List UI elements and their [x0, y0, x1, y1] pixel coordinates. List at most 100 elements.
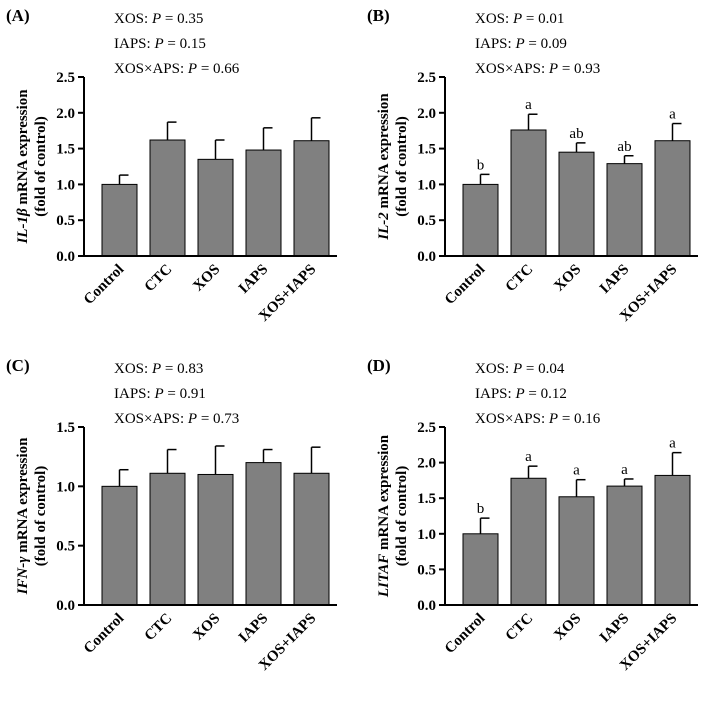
x-tick-label: CTC	[142, 262, 176, 296]
x-tick-label: XOS	[551, 262, 584, 295]
bar	[606, 163, 643, 257]
panel-label: (A)	[6, 6, 30, 25]
stat-label: XOS:	[475, 11, 513, 27]
significance-letter: a	[525, 97, 532, 113]
bar	[293, 140, 330, 257]
stat-label: IAPS:	[475, 36, 515, 52]
stat-label: XOS:	[114, 11, 152, 27]
significance-letter: a	[669, 107, 676, 123]
y-label-text: mRNA expression	[376, 434, 392, 554]
x-tick-label: Control	[442, 611, 488, 657]
bar	[606, 485, 643, 606]
y-tick-label: 1.5	[417, 491, 436, 507]
y-tick-label: 1.0	[56, 177, 75, 193]
x-tick-label: IAPS	[597, 611, 632, 646]
significance-letter: a	[669, 436, 676, 452]
stat-label: XOS×APS:	[475, 61, 549, 77]
y-axis-label-line2: (fold of control)	[33, 466, 49, 567]
x-tick-label: CTC	[503, 611, 537, 645]
panel-c: (C) XOS: P = 0.83 IAPS: P = 0.91 XOS×APS: P…	[6, 356, 337, 674]
stat-p: P	[548, 411, 558, 427]
stat-p: P	[512, 11, 522, 27]
stat-label: XOS×APS:	[114, 61, 188, 77]
stat-line: XOS×APS: P = 0.93	[475, 61, 600, 77]
x-tick-label: Control	[81, 262, 127, 308]
x-tick-label: XOS	[190, 262, 223, 295]
x-tick-label: IAPS	[236, 611, 271, 646]
y-tick-label: 0.5	[417, 213, 436, 229]
gene-name: IL-2	[376, 212, 392, 241]
y-tick-label: 2.0	[56, 106, 75, 122]
y-tick-label: 1.5	[417, 142, 436, 158]
y-tick-label: 2.0	[417, 456, 436, 472]
stat-value: = 0.12	[525, 386, 567, 402]
bar	[149, 472, 186, 606]
stat-value: = 0.93	[558, 61, 600, 77]
stat-line: IAPS: P = 0.12	[475, 386, 567, 402]
panel-label: (B)	[367, 6, 390, 25]
y-tick-label: 2.5	[417, 420, 436, 436]
stat-label: XOS:	[475, 361, 513, 377]
y-tick-label: 0.5	[56, 213, 75, 229]
panel-a: (A) XOS: P = 0.35 IAPS: P = 0.15 XOS×APS: P…	[6, 6, 337, 325]
stat-p: P	[153, 36, 163, 52]
bar	[149, 139, 186, 257]
stat-p: P	[187, 411, 197, 427]
stat-p: P	[153, 386, 163, 402]
x-tick-label: XOS	[190, 611, 223, 644]
bar	[245, 462, 282, 606]
gene-name: IFN-γ	[15, 556, 31, 596]
bar	[654, 140, 691, 257]
stat-p: P	[514, 36, 524, 52]
stat-value: = 0.15	[164, 36, 206, 52]
y-label-text: mRNA expression	[15, 89, 31, 209]
significance-letter: a	[573, 463, 580, 479]
y-tick-label: 1.0	[417, 527, 436, 543]
stat-line: IAPS: P = 0.91	[114, 386, 206, 402]
y-tick-label: 0.5	[417, 562, 436, 578]
y-tick-label: 0.0	[417, 249, 436, 265]
y-tick-label: 0.0	[56, 598, 75, 614]
y-axis-label: IFN-γ mRNA expression	[15, 437, 31, 595]
stat-label: XOS:	[114, 361, 152, 377]
y-tick-label: 0.0	[417, 598, 436, 614]
y-tick-label: 2.0	[417, 106, 436, 122]
x-tick-label: XOS	[551, 611, 584, 644]
stat-value: = 0.16	[558, 411, 601, 427]
panel-d: (D) XOS: P = 0.04 IAPS: P = 0.12 XOS×APS: P…	[367, 356, 698, 674]
bar	[197, 158, 234, 257]
panel-b: (B) XOS: P = 0.01 IAPS: P = 0.09 XOS×APS: P…	[367, 6, 698, 325]
x-tick-label: CTC	[503, 262, 537, 296]
x-tick-label: IAPS	[236, 262, 271, 297]
stat-value: = 0.35	[161, 11, 203, 27]
bar	[293, 472, 330, 606]
stat-p: P	[151, 11, 161, 27]
stat-line: XOS: P = 0.04	[475, 361, 565, 377]
significance-letter: a	[525, 449, 532, 465]
stat-label: XOS×APS:	[475, 411, 549, 427]
x-tick-label: Control	[81, 611, 127, 657]
stat-line: XOS×APS: P = 0.16	[475, 411, 601, 427]
bar	[510, 129, 547, 257]
stat-value: = 0.01	[522, 11, 564, 27]
x-tick-label: IAPS	[597, 262, 632, 297]
x-tick-label: CTC	[142, 611, 176, 645]
significance-letter: ab	[617, 139, 631, 155]
bar	[654, 474, 691, 606]
y-axis-label: IL-1β mRNA expression	[15, 89, 31, 245]
y-axis-label-line2: (fold of control)	[394, 466, 410, 567]
stat-line: IAPS: P = 0.15	[114, 36, 206, 52]
gene-name: IL-1β	[15, 208, 31, 244]
stat-line: XOS×APS: P = 0.73	[114, 411, 239, 427]
stat-p: P	[548, 61, 558, 77]
gene-name: LITAF	[376, 554, 392, 598]
stat-line: XOS: P = 0.35	[114, 11, 203, 27]
stat-line: XOS: P = 0.83	[114, 361, 203, 377]
stat-p: P	[512, 361, 522, 377]
y-tick-label: 1.5	[56, 142, 75, 158]
y-label-text: mRNA expression	[376, 93, 392, 213]
stat-value: = 0.09	[525, 36, 567, 52]
stat-label: XOS×APS:	[114, 411, 188, 427]
significance-letter: b	[477, 157, 485, 173]
